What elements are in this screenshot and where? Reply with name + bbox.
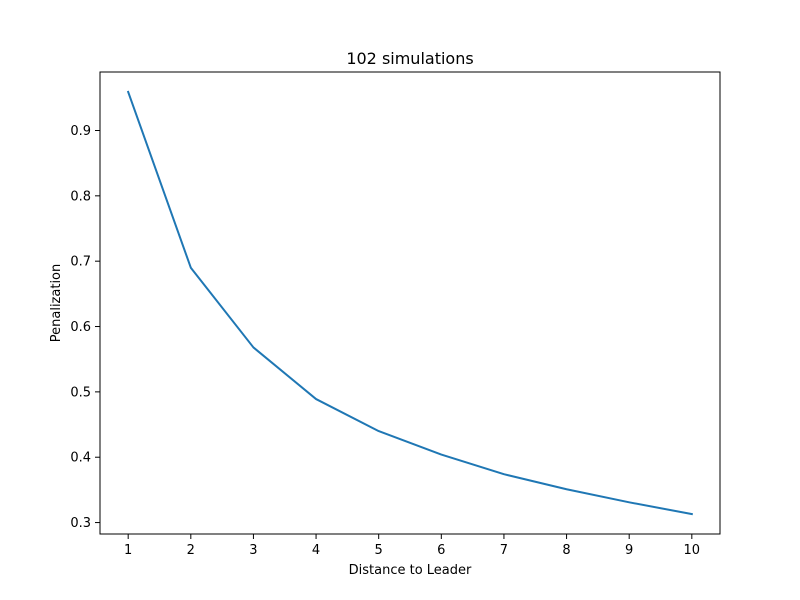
x-tick-label: 9	[625, 543, 633, 558]
x-tick-label: 1	[124, 543, 132, 558]
y-axis-label: Penalization	[49, 264, 64, 343]
chart-title: 102 simulations	[346, 49, 473, 68]
y-tick-label: 0.6	[70, 320, 91, 335]
x-tick-label: 5	[375, 543, 383, 558]
y-tick-label: 0.9	[70, 124, 91, 139]
y-axis-ticks: 0.3 0.4 0.5 0.6 0.7 0.8 0.9	[70, 124, 100, 531]
x-tick-label: 10	[684, 543, 701, 558]
x-tick-label: 8	[562, 543, 570, 558]
x-tick-label: 3	[249, 543, 257, 558]
x-tick-label: 4	[312, 543, 320, 558]
x-axis-label: Distance to Leader	[349, 563, 472, 578]
series-layer	[126, 90, 693, 516]
x-tick-label: 2	[187, 543, 195, 558]
plot-frame	[99, 71, 721, 535]
y-tick-label: 0.5	[70, 385, 91, 400]
y-tick-label: 0.8	[70, 189, 91, 204]
x-axis-ticks: 1 2 3 4 5 6 7 8 9 10	[124, 534, 700, 558]
x-tick-label: 6	[437, 543, 445, 558]
y-tick-label: 0.4	[70, 451, 91, 466]
y-tick-label: 0.3	[70, 516, 91, 531]
y-tick-label: 0.7	[70, 255, 91, 270]
x-tick-label: 7	[500, 543, 508, 558]
series-line	[126, 90, 693, 516]
